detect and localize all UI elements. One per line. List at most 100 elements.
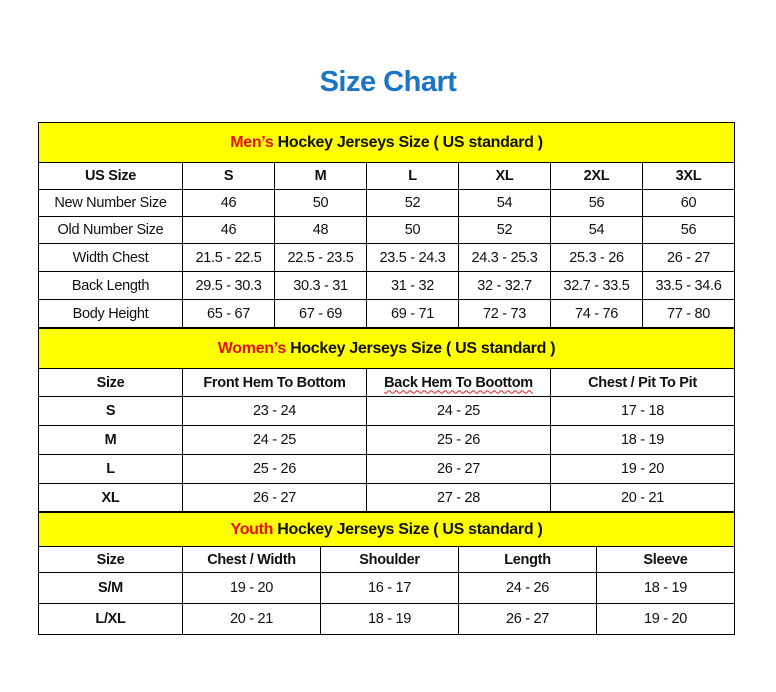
row-label: XL (38, 483, 183, 512)
table-cell: 56 (641, 216, 736, 244)
section-title-text: Hockey Jerseys Size ( US standard ) (285, 339, 556, 357)
column-header: 2XL (550, 162, 643, 190)
column-header: Size (38, 546, 183, 573)
table-cell: 32 - 32.7 (458, 271, 551, 300)
youth-column-header-row: Size Chest / Width Shoulder Length Sleeve (38, 546, 735, 573)
men-column-header-row: US Size S M L XL 2XL 3XL (38, 162, 736, 190)
table-cell: 52 (458, 216, 551, 244)
column-header: Chest / Pit To Pit (549, 368, 736, 397)
table-cell: 23 - 24 (182, 396, 367, 426)
column-header: S (182, 162, 275, 190)
table-cell: 25 - 26 (182, 454, 367, 484)
table-cell: 72 - 73 (458, 299, 551, 328)
column-header-label: US Size (84, 168, 137, 184)
table-cell: 69 - 71 (366, 299, 459, 328)
column-header-label: XL (495, 168, 514, 184)
table-cell: 24.3 - 25.3 (458, 243, 551, 272)
table-cell: 16 - 17 (320, 572, 459, 604)
table-cell: 18 - 19 (549, 425, 736, 455)
row-label: Width Chest (38, 243, 183, 272)
table-cell: 24 - 25 (366, 396, 551, 426)
table-cell: 24 - 26 (458, 572, 597, 604)
table-cell: 74 - 76 (550, 299, 643, 328)
table-cell: 56 (550, 189, 643, 217)
table-cell: 77 - 80 (641, 299, 736, 328)
table-cell: 20 - 21 (549, 483, 736, 512)
column-header-label: S (223, 168, 234, 184)
table-cell: 54 (550, 216, 643, 244)
table-cell: 31 - 32 (366, 271, 459, 300)
column-header: Size (38, 368, 183, 397)
table-cell: 67 - 69 (274, 299, 367, 328)
table-cell: 29.5 - 30.3 (182, 271, 275, 300)
column-header: Sleeve (596, 546, 735, 573)
youth-size-table: Youth Hockey Jerseys Size ( US standard … (38, 512, 735, 635)
table-cell: 21.5 - 22.5 (182, 243, 275, 272)
table-cell: 46 (182, 189, 275, 217)
row-label: New Number Size (38, 189, 183, 217)
women-section-title: Women’s Hockey Jerseys Size ( US standar… (37, 328, 736, 369)
table-row: S/M 19 - 20 16 - 17 24 - 26 18 - 19 (38, 572, 735, 604)
table-cell: 50 (274, 189, 367, 217)
row-label: S/M (38, 572, 183, 604)
column-header-label: Size (96, 551, 125, 568)
table-cell: 48 (274, 216, 367, 244)
page-title: Size Chart (319, 66, 457, 98)
table-cell: 46 (182, 216, 275, 244)
table-cell: 26 - 27 (182, 483, 367, 512)
column-header-label: Shoulder (359, 551, 420, 568)
women-section-header: Women’s Hockey Jerseys Size ( US standar… (37, 328, 736, 369)
column-header-label: Size (96, 374, 125, 391)
column-header-label: M (314, 168, 327, 184)
column-header-label: Front Hem To Bottom (203, 374, 346, 391)
section-title-text: Hockey Jerseys Size ( US standard ) (273, 520, 543, 538)
table-cell: 65 - 67 (182, 299, 275, 328)
table-cell: 26 - 27 (458, 603, 597, 635)
section-title-accent: Men’s (230, 133, 274, 151)
column-header: M (274, 162, 367, 190)
womens-size-table: Women’s Hockey Jerseys Size ( US standar… (37, 328, 736, 512)
table-cell: 24 - 25 (182, 425, 367, 455)
table-cell: 18 - 19 (596, 572, 735, 604)
table-cell: 60 (641, 189, 736, 217)
table-cell: 26 - 27 (641, 243, 736, 272)
table-cell: 23.5 - 24.3 (366, 243, 459, 272)
row-label: L/XL (38, 603, 183, 635)
table-cell: 27 - 28 (366, 483, 551, 512)
table-row: New Number Size 46 50 52 54 56 60 (38, 189, 736, 217)
table-cell: 54 (458, 189, 551, 217)
row-label: L (38, 454, 183, 484)
column-header: XL (458, 162, 551, 190)
column-header-label: 2XL (583, 168, 610, 184)
table-cell: 22.5 - 23.5 (274, 243, 367, 272)
table-cell: 25.3 - 26 (550, 243, 643, 272)
column-header-label: Chest / Width (207, 551, 296, 568)
men-section-header: Men’s Hockey Jerseys Size ( US standard … (37, 122, 736, 163)
table-cell: 20 - 21 (182, 603, 321, 635)
column-header: Length (458, 546, 597, 573)
youth-section-title: Youth Hockey Jerseys Size ( US standard … (38, 512, 735, 547)
women-column-header-row: Size Front Hem To Bottom Back Hem To Boott… (38, 368, 736, 397)
size-chart: Men’s Hockey Jerseys Size ( US standard … (37, 122, 736, 635)
table-cell: 30.3 - 31 (274, 271, 367, 300)
section-title-accent: Youth (230, 520, 274, 538)
table-row: L 25 - 26 26 - 27 19 - 20 (38, 454, 736, 484)
table-row: Body Height 65 - 67 67 - 69 69 - 71 72 - 73 7… (38, 299, 736, 328)
youth-section-header: Youth Hockey Jerseys Size ( US standard … (38, 512, 735, 547)
table-row: L/XL 20 - 21 18 - 19 26 - 27 19 - 20 (38, 603, 735, 635)
column-header: Back Hem To Boottom (366, 368, 551, 397)
row-label: Old Number Size (38, 216, 183, 244)
column-header-label: Length (504, 551, 551, 568)
table-row: XL 26 - 27 27 - 28 20 - 21 (38, 483, 736, 512)
row-label: Back Length (38, 271, 183, 300)
column-header: Front Hem To Bottom (182, 368, 367, 397)
column-header-label: 3XL (675, 168, 702, 184)
table-cell: 19 - 20 (182, 572, 321, 604)
table-cell: 19 - 20 (596, 603, 735, 635)
column-header-label: Sleeve (643, 551, 688, 568)
table-cell: 50 (366, 216, 459, 244)
row-label: Body Height (38, 299, 183, 328)
table-cell: 52 (366, 189, 459, 217)
table-row: Width Chest 21.5 - 22.5 22.5 - 23.5 23.5 - … (38, 243, 736, 272)
column-header: L (366, 162, 459, 190)
